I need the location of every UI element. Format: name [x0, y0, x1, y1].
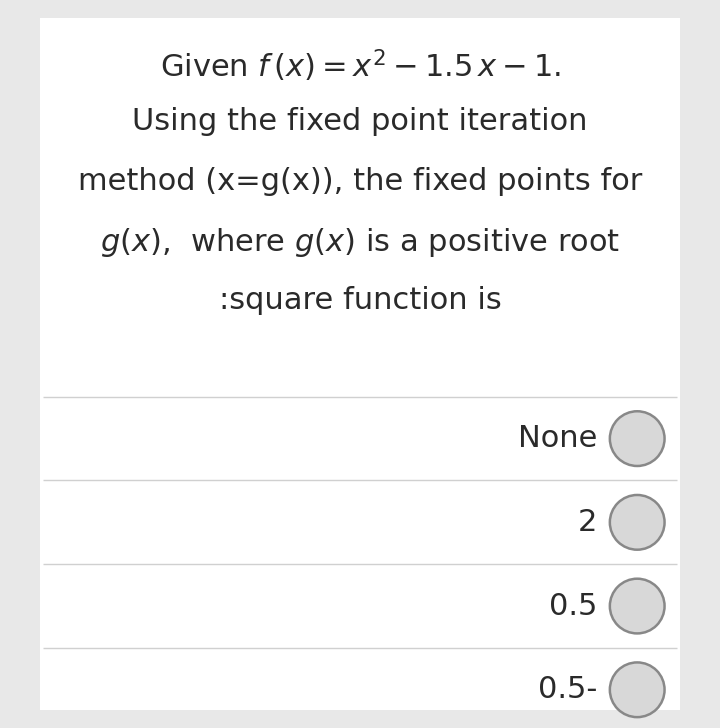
Text: Given $f\,(x) = x^2 - 1.5\,x - 1.$: Given $f\,(x) = x^2 - 1.5\,x - 1.$	[160, 47, 560, 84]
Text: $g(x)$,  where $g(x)$ is a positive root: $g(x)$, where $g(x)$ is a positive root	[100, 226, 620, 259]
Text: 0.5: 0.5	[549, 592, 598, 620]
Ellipse shape	[610, 411, 665, 466]
Text: 0.5-: 0.5-	[539, 676, 598, 704]
FancyBboxPatch shape	[40, 18, 680, 710]
Ellipse shape	[610, 495, 665, 550]
Text: 2: 2	[578, 508, 598, 537]
Text: :square function is: :square function is	[219, 286, 501, 315]
Text: method (x=g(x)), the fixed points for: method (x=g(x)), the fixed points for	[78, 167, 642, 196]
Text: None: None	[518, 424, 598, 453]
Ellipse shape	[610, 662, 665, 717]
Ellipse shape	[610, 579, 665, 633]
Text: Using the fixed point iteration: Using the fixed point iteration	[132, 107, 588, 136]
